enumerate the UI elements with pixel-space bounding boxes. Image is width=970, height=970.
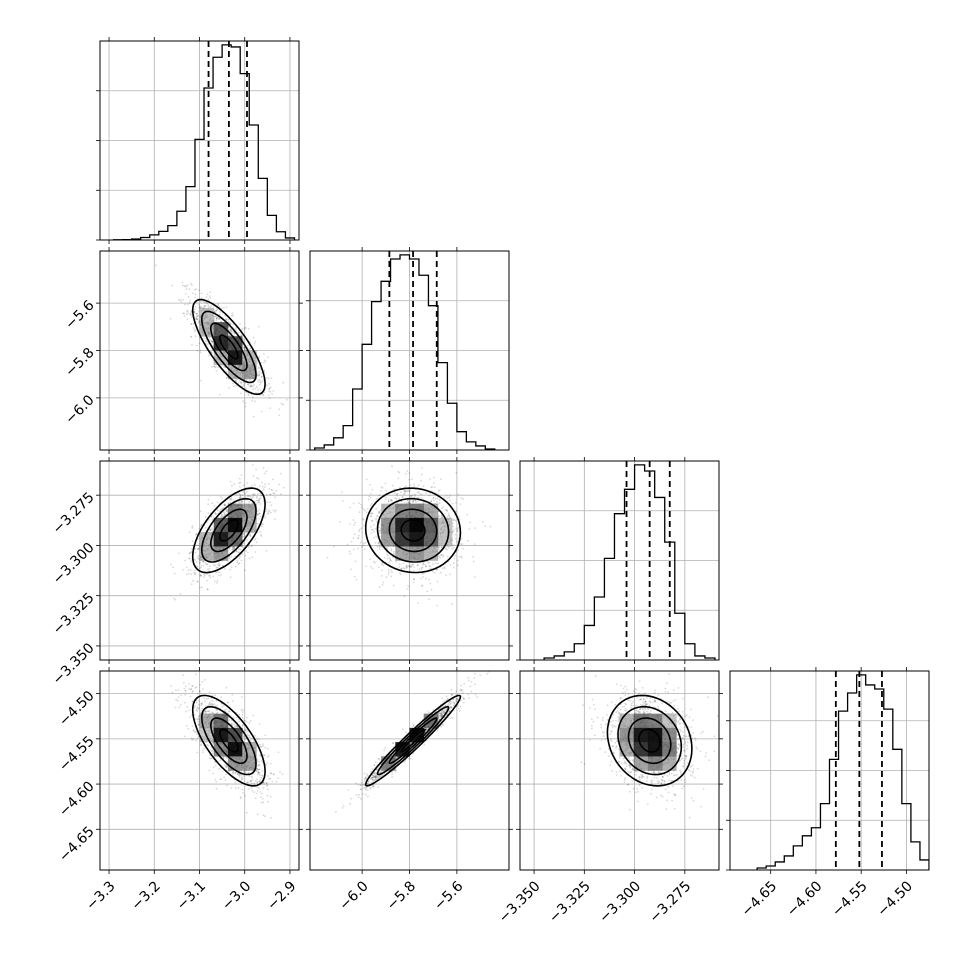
pair-3-1-xtick-label-1: −5.8 bbox=[384, 878, 419, 913]
pair-3-0-panel: −4.65−4.60−4.55−4.50 −3.3 −3.2 −3.1 −3.0 −2.9 bbox=[56, 667, 303, 914]
pair-2-0-ytick-label-3: −3.275 bbox=[50, 490, 98, 538]
pair-2-0-content bbox=[170, 463, 285, 601]
hist-panel-3: −4.65 −4.60 −4.55 −4.50 bbox=[726, 667, 930, 920]
pair-1-0-panel: −6.0 −5.8 −5.6 bbox=[62, 247, 303, 454]
pair-2-0-ytick-label-2: −3.300 bbox=[50, 540, 98, 588]
pair-3-0-xtick-label-4: −2.9 bbox=[264, 878, 299, 913]
pair-3-1-panel: −6.0 −5.8 −5.6 bbox=[306, 667, 513, 914]
pair-2-0-contour-1 bbox=[209, 508, 248, 553]
pair-3-0-xtick-label-1: −3.2 bbox=[129, 878, 164, 913]
histogram-step-1 bbox=[314, 254, 496, 450]
pair-3-0-xtick-label-0: −3.3 bbox=[83, 878, 118, 913]
pair-3-2-frame bbox=[519, 670, 720, 871]
pair-2-0-contour-3 bbox=[191, 487, 266, 574]
pair-3-0-xtick-label-3: −3.0 bbox=[219, 878, 254, 913]
pair-3-2-xtick-label-1: −3.325 bbox=[546, 878, 594, 926]
hist-frame-1 bbox=[309, 250, 510, 451]
histogram-step-2 bbox=[543, 464, 716, 660]
pair-2-0-ytick-label-0: −3.350 bbox=[50, 640, 98, 688]
pair-3-1-contour-2 bbox=[376, 706, 450, 776]
pair-2-1-contour-1 bbox=[388, 508, 438, 553]
pair-3-0-ytick-label-0: −4.65 bbox=[56, 824, 98, 866]
pair-2-0-ytick-label-1: −3.325 bbox=[50, 590, 98, 638]
pair-2-0-contour-0 bbox=[219, 519, 239, 542]
hist-3-xtick-label-1: −4.60 bbox=[784, 878, 826, 920]
pair-3-0-contour-2 bbox=[200, 706, 257, 776]
pair-3-2-xtick-label-0: −3.350 bbox=[496, 878, 544, 926]
pair-1-0-content bbox=[154, 264, 288, 418]
hist-panel-0 bbox=[96, 37, 300, 244]
pair-3-2-xtick-label-3: −3.275 bbox=[646, 878, 694, 926]
hist-panel-1 bbox=[306, 247, 510, 454]
hist-3-xtick-label-3: −4.50 bbox=[874, 878, 916, 920]
pair-2-1-contour-0 bbox=[400, 519, 426, 542]
pair-3-2-contour-2 bbox=[617, 705, 683, 776]
hist-frame-0 bbox=[99, 40, 300, 241]
pair-2-1-frame bbox=[309, 460, 510, 661]
pair-3-0-frame bbox=[99, 670, 300, 871]
pair-1-0-contour-1 bbox=[209, 322, 248, 372]
pair-3-0-content bbox=[170, 673, 284, 819]
pair-2-1-contour-2 bbox=[376, 497, 450, 563]
hist-3-xtick-label-0: −4.65 bbox=[739, 878, 781, 920]
pair-3-1-xtick-label-2: −5.6 bbox=[431, 878, 466, 913]
pair-3-0-contour-3 bbox=[191, 694, 266, 787]
pair-1-0-contour-0 bbox=[219, 334, 239, 360]
histogram-step-0 bbox=[112, 44, 296, 240]
pair-3-2-panel: −3.350 −3.325 −3.300 −3.275 bbox=[496, 667, 723, 926]
pair-1-0-ytick-label-0: −6.0 bbox=[62, 392, 97, 427]
pair-3-0-ytick-label-1: −4.60 bbox=[56, 778, 98, 820]
hist-frame-3 bbox=[729, 670, 930, 871]
pair-3-0-ytick-label-3: −4.50 bbox=[56, 688, 98, 730]
pair-2-0-contour-2 bbox=[200, 497, 257, 563]
pair-3-1-frame bbox=[309, 670, 510, 871]
pair-3-1-xtick-label-0: −6.0 bbox=[336, 878, 371, 913]
pair-3-1-contour-3 bbox=[364, 694, 462, 787]
pair-2-1-panel bbox=[306, 457, 513, 664]
hist-3-xtick-label-2: −4.55 bbox=[829, 878, 871, 920]
pair-1-0-ytick-label-2: −5.6 bbox=[62, 297, 97, 332]
pair-3-0-ytick-label-2: −4.55 bbox=[56, 733, 98, 775]
pair-2-0-panel: −3.350−3.325−3.300−3.275 bbox=[50, 457, 303, 688]
pair-3-2-contour-3 bbox=[606, 694, 693, 787]
pair-2-1-contour-3 bbox=[364, 487, 462, 574]
pair-1-0-contour-2 bbox=[200, 310, 257, 384]
pair-3-2-xtick-label-2: −3.300 bbox=[596, 878, 644, 926]
pair-3-0-contour-1 bbox=[209, 717, 248, 764]
pair-3-2-contour-0 bbox=[638, 728, 661, 753]
pair-1-0-frame bbox=[99, 250, 300, 451]
pair-3-1-contour-0 bbox=[400, 728, 426, 753]
pair-1-0-ytick-label-1: −5.8 bbox=[62, 345, 97, 380]
pair-3-1-contour-1 bbox=[388, 717, 438, 764]
pair-3-0-xtick-label-2: −3.1 bbox=[174, 878, 209, 913]
pair-3-0-contour-0 bbox=[219, 728, 239, 753]
pair-1-0-contour-3 bbox=[191, 298, 266, 396]
hist-panel-2 bbox=[516, 457, 720, 664]
pair-2-1-content bbox=[326, 465, 492, 607]
pair-3-2-content bbox=[580, 673, 719, 819]
pair-3-2-contour-1 bbox=[627, 717, 672, 765]
pair-2-0-frame bbox=[99, 460, 300, 661]
pair-3-1-content bbox=[335, 671, 490, 813]
hist-frame-2 bbox=[519, 460, 720, 661]
histogram-step-3 bbox=[756, 674, 929, 870]
